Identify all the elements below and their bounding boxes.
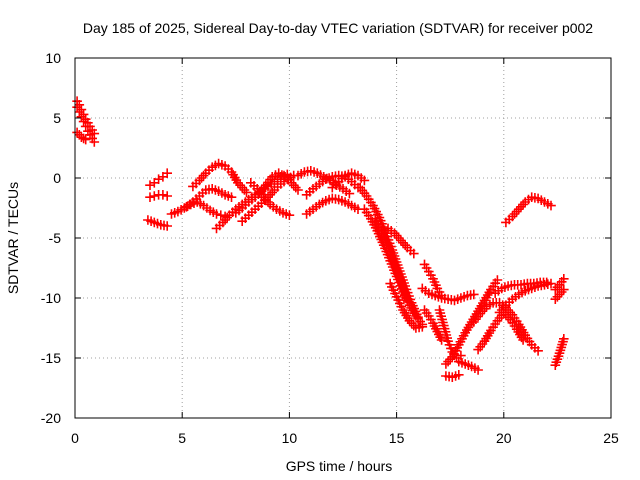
series-arc-34 bbox=[494, 278, 556, 318]
data-point bbox=[409, 248, 419, 259]
data-point bbox=[559, 274, 569, 284]
grid-lines bbox=[75, 58, 611, 418]
y-tick-labels: -20 -15 -10 -5 0 5 10 bbox=[41, 50, 61, 426]
series-arc-21 bbox=[370, 214, 413, 306]
data-point bbox=[559, 334, 569, 344]
series-arc-22 bbox=[385, 278, 428, 333]
data-point bbox=[149, 178, 160, 188]
data-point bbox=[149, 191, 160, 201]
x-tick-label: 10 bbox=[282, 430, 298, 446]
series-arc-08 bbox=[181, 184, 237, 212]
y-tick-label: -10 bbox=[41, 290, 61, 306]
data-point bbox=[80, 134, 91, 145]
data-point bbox=[359, 175, 370, 186]
data-point bbox=[89, 137, 100, 147]
series-arc-32 bbox=[473, 307, 528, 355]
x-axis-label: GPS time / hours bbox=[286, 458, 393, 474]
data-point bbox=[473, 365, 483, 375]
series-arc-02 bbox=[72, 102, 100, 147]
data-point bbox=[559, 284, 569, 295]
x-tick-label: 15 bbox=[389, 430, 405, 446]
x-tick-label: 0 bbox=[71, 430, 79, 446]
data-point bbox=[436, 335, 447, 345]
data-point bbox=[284, 210, 295, 220]
x-tick-labels: 0 5 10 15 20 25 bbox=[71, 430, 619, 446]
x-tick-label: 25 bbox=[603, 430, 619, 446]
series-arc-03 bbox=[72, 127, 91, 145]
data-point bbox=[158, 172, 168, 182]
y-tick-label: 5 bbox=[53, 110, 61, 126]
series-arc-09 bbox=[188, 158, 252, 198]
data-point bbox=[454, 370, 464, 380]
data-point bbox=[444, 340, 455, 350]
data-point bbox=[456, 350, 466, 361]
data-point bbox=[162, 191, 172, 201]
y-tick-label: 0 bbox=[53, 170, 61, 186]
data-point bbox=[226, 192, 237, 202]
data-point bbox=[162, 168, 172, 178]
series-arc-12 bbox=[237, 170, 299, 226]
y-tick-label: -15 bbox=[41, 350, 61, 366]
data-point bbox=[546, 200, 556, 211]
data-point bbox=[518, 335, 528, 345]
y-tick-label: 10 bbox=[45, 50, 61, 66]
data-marks bbox=[72, 96, 569, 382]
data-point bbox=[158, 190, 168, 200]
y-tick-label: -20 bbox=[41, 410, 61, 426]
series-arc-14 bbox=[246, 178, 295, 220]
series-arc-35 bbox=[501, 192, 556, 228]
series-arc-04 bbox=[145, 168, 172, 190]
data-point bbox=[293, 185, 303, 195]
data-point bbox=[162, 221, 172, 231]
series-arc-05 bbox=[145, 190, 172, 202]
data-point bbox=[402, 295, 413, 306]
series-arc-25 bbox=[417, 283, 479, 306]
series-arc-18 bbox=[301, 193, 363, 219]
series-arc-36 bbox=[550, 274, 569, 295]
data-point bbox=[216, 210, 226, 220]
series-arc-23 bbox=[383, 223, 419, 259]
series-arc-37 bbox=[550, 284, 569, 304]
series-arc-26 bbox=[419, 305, 447, 345]
series-arc-13 bbox=[254, 168, 303, 198]
x-tick-label: 20 bbox=[496, 430, 512, 446]
data-point bbox=[533, 346, 543, 356]
data-point bbox=[417, 322, 428, 332]
series-arc-29 bbox=[441, 370, 464, 382]
data-point bbox=[211, 209, 222, 219]
chart-title: Day 185 of 2025, Sidereal Day-to-day VTE… bbox=[83, 20, 593, 36]
y-tick-label: -5 bbox=[49, 230, 62, 246]
series-arc-20 bbox=[359, 204, 428, 330]
series-arc-33 bbox=[490, 277, 552, 298]
y-axis-label: SDTVAR / TECUs bbox=[5, 182, 21, 294]
data-point bbox=[546, 278, 556, 289]
data-point bbox=[344, 188, 355, 199]
x-tick-label: 5 bbox=[178, 430, 186, 446]
data-point bbox=[469, 289, 479, 300]
data-point bbox=[145, 192, 155, 202]
series-arc-06 bbox=[143, 215, 172, 231]
data-point bbox=[241, 187, 252, 198]
data-point bbox=[492, 275, 503, 285]
series-arc-17 bbox=[327, 168, 370, 193]
data-point bbox=[443, 336, 453, 346]
series-arc-30 bbox=[454, 356, 483, 375]
series-arc-07 bbox=[166, 197, 230, 222]
axis-ticks bbox=[74, 57, 612, 419]
series-arc-38 bbox=[550, 334, 569, 370]
